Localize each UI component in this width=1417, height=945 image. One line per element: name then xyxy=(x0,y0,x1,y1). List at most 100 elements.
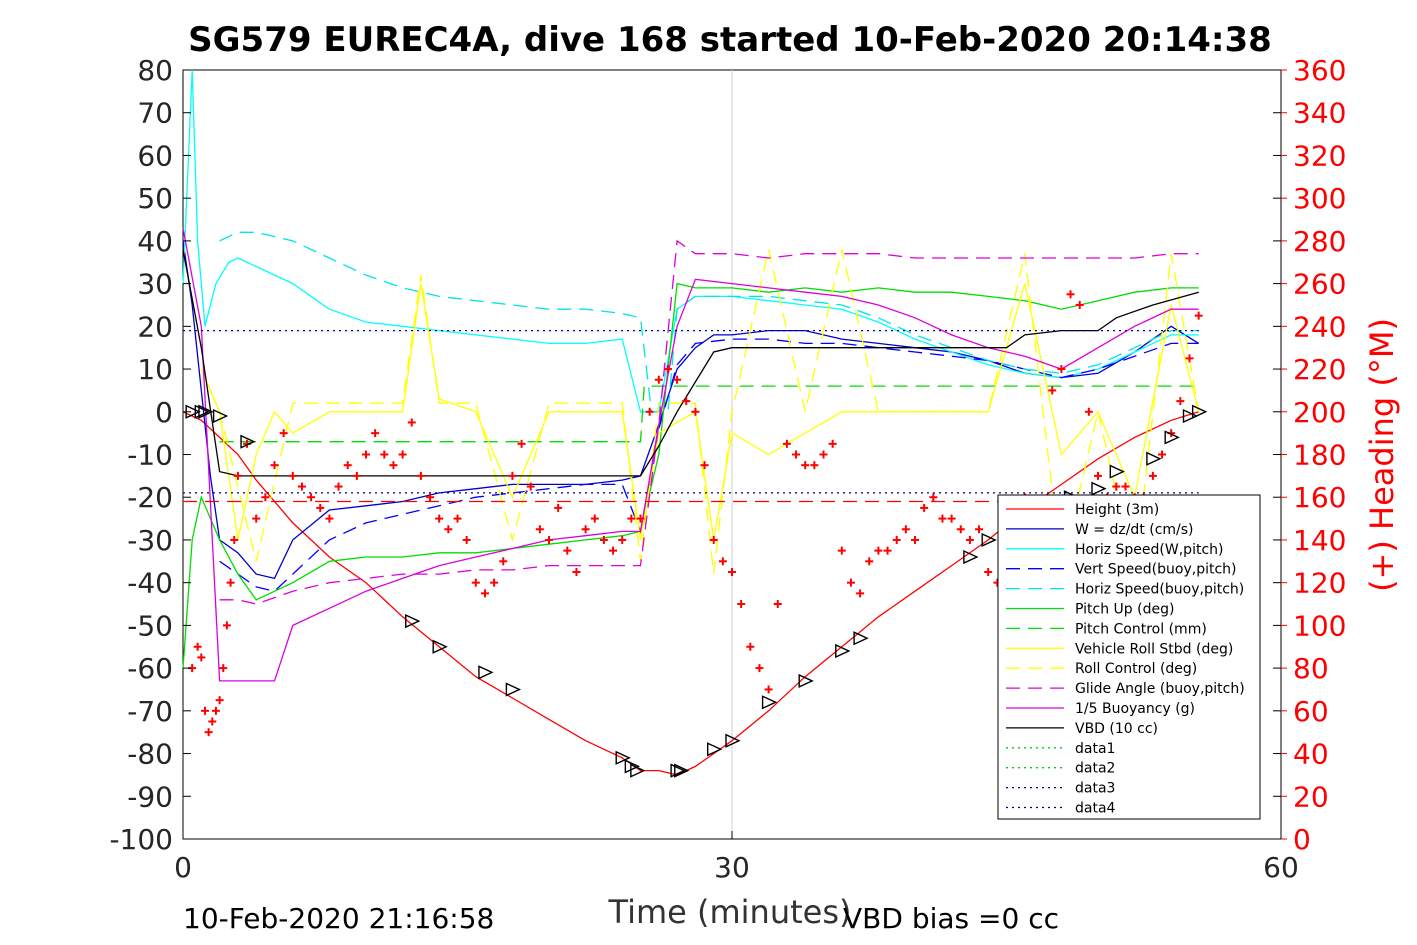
direction-marker xyxy=(674,763,690,778)
heading-point xyxy=(453,514,462,523)
right-tick-label: 240 xyxy=(1293,310,1346,343)
heading-point xyxy=(682,397,691,406)
heading-point xyxy=(965,535,974,544)
series-pitch-control-mm xyxy=(219,385,1199,443)
heading-point xyxy=(407,418,416,427)
heading-point xyxy=(211,706,220,715)
direction-marker xyxy=(624,759,641,774)
heading-point xyxy=(316,503,325,512)
heading-point xyxy=(746,642,755,651)
heading-point xyxy=(1194,311,1203,320)
right-tick-label: 320 xyxy=(1293,139,1346,172)
legend-entry: 1/5 Buoyancy (g) xyxy=(1075,701,1195,717)
direction-marker xyxy=(212,408,229,424)
heading-point xyxy=(1094,471,1102,480)
direction-marker xyxy=(1182,408,1199,424)
direction-marker xyxy=(1109,464,1125,479)
left-tick-label: 40 xyxy=(137,225,173,258)
heading-point xyxy=(645,407,654,416)
right-tick-label: 220 xyxy=(1293,353,1346,386)
heading-point xyxy=(581,525,590,534)
heading-point xyxy=(426,493,435,502)
heading-point xyxy=(654,375,663,384)
heading-point xyxy=(1121,482,1130,491)
direction-marker xyxy=(198,404,214,419)
series-horiz-speed-w-pitch xyxy=(182,69,1199,413)
heading-point xyxy=(389,461,398,470)
left-tick-label: 0 xyxy=(155,396,173,429)
left-tick-label: -70 xyxy=(127,695,173,728)
x-axis-label: Time (minutes) xyxy=(608,893,852,931)
heading-point xyxy=(609,546,618,555)
direction-marker xyxy=(670,763,686,778)
heading-point xyxy=(252,514,261,523)
series-layer xyxy=(182,69,1200,776)
heading-point xyxy=(938,514,947,523)
heading-point xyxy=(911,535,919,544)
heading-point xyxy=(435,514,444,523)
x-tick-label: 30 xyxy=(714,851,750,884)
right-tick-label: 300 xyxy=(1293,182,1346,215)
series-pitch-up-deg xyxy=(182,282,1199,669)
heading-point xyxy=(508,471,517,480)
heading-point xyxy=(792,450,801,459)
heading-point xyxy=(846,578,855,587)
legend-entry: Height (3m) xyxy=(1075,502,1159,518)
heading-point xyxy=(1066,290,1075,299)
heading-point xyxy=(627,514,636,523)
legend-entry: data1 xyxy=(1075,741,1115,757)
left-tick-label: 20 xyxy=(137,310,173,343)
left-tick-label: -100 xyxy=(109,823,173,856)
heading-point xyxy=(554,503,563,512)
heading-point xyxy=(200,706,209,715)
direction-marker xyxy=(1191,404,1208,419)
heading-point xyxy=(204,728,213,737)
footer-vbd-bias: VBD bias =0 cc xyxy=(843,902,1059,935)
direction-marker xyxy=(798,673,814,689)
series-roll-control-deg xyxy=(200,249,1200,575)
right-tick-label: 340 xyxy=(1293,97,1346,130)
heading-point xyxy=(270,461,279,470)
heading-point xyxy=(636,514,645,523)
direction-marker xyxy=(630,763,646,778)
left-tick-label: 60 xyxy=(137,139,173,172)
right-tick-label: 180 xyxy=(1293,439,1346,472)
left-tick-label: -40 xyxy=(127,567,173,600)
legend-entry: data3 xyxy=(1075,781,1115,797)
heading-point xyxy=(837,546,846,555)
heading-point xyxy=(517,439,526,448)
direction-marker xyxy=(981,532,997,548)
chart-title: SG579 EUREC4A, dive 168 started 10-Feb-2… xyxy=(188,20,1272,60)
left-tick-label: 30 xyxy=(137,268,173,301)
legend-entry: data4 xyxy=(1075,801,1116,817)
direction-marker xyxy=(478,665,494,680)
heading-point xyxy=(810,461,819,470)
heading-point xyxy=(590,514,599,523)
heading-point xyxy=(856,589,865,598)
heading-point xyxy=(215,696,224,705)
left-tick-label: -20 xyxy=(127,481,173,514)
heading-point xyxy=(673,375,682,384)
right-tick-label: 200 xyxy=(1293,396,1346,429)
heading-point xyxy=(1158,450,1167,459)
series-glide-angle-buoy-pitch xyxy=(219,239,1199,605)
heading-point xyxy=(728,567,736,576)
direction-marker xyxy=(1091,481,1107,496)
direction-marker xyxy=(615,750,631,765)
legend-entry: VBD (10 cc) xyxy=(1075,721,1158,737)
heading-point xyxy=(226,578,235,587)
heading-point xyxy=(480,589,489,598)
heading-point xyxy=(737,600,746,609)
heading-point xyxy=(956,525,965,534)
heading-point xyxy=(371,429,380,438)
direction-marker xyxy=(725,733,741,748)
heading-point xyxy=(380,450,389,459)
heading-point xyxy=(334,482,343,491)
right-tick-label: 0 xyxy=(1293,823,1311,856)
legend-entry: Vehicle Roll Stbd (deg) xyxy=(1075,641,1233,657)
direction-marker xyxy=(707,742,723,757)
heading-point xyxy=(222,621,231,630)
heading-point xyxy=(618,535,627,544)
heading-point xyxy=(1112,482,1121,491)
legend-entry: Roll Control (deg) xyxy=(1075,661,1197,677)
